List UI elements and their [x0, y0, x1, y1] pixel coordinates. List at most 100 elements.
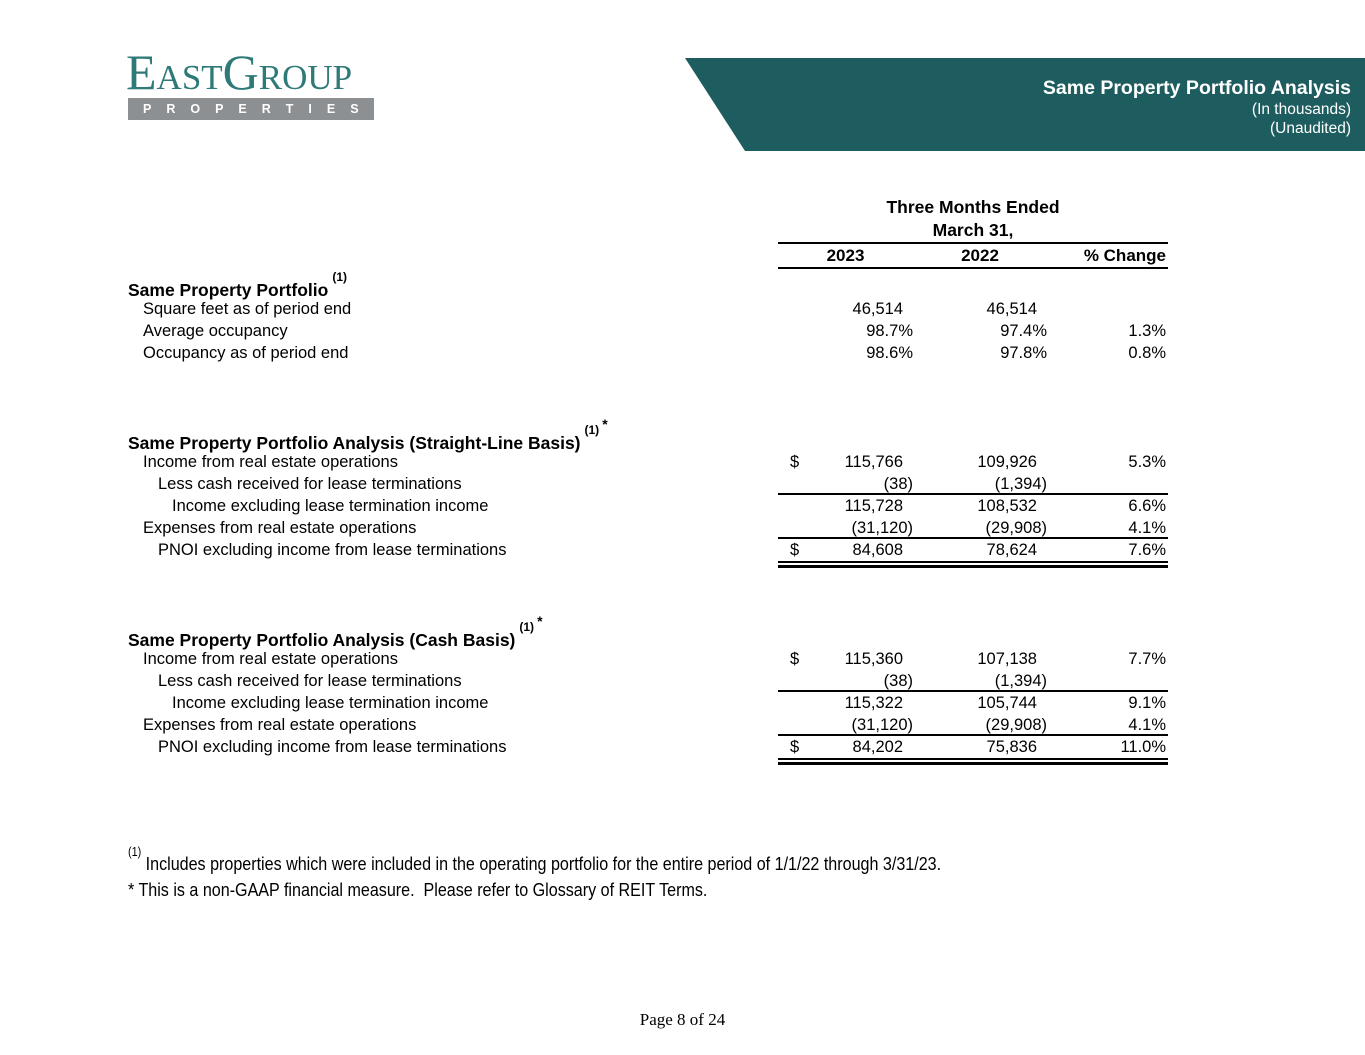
value-2022: 107,138: [977, 650, 1037, 668]
section-title-text: Same Property Portfolio Analysis (Cash B…: [128, 629, 516, 650]
eastgroup-logo-wordmark: EastGroup: [126, 44, 353, 100]
table-row: Square feet as of period end 46,514 46,514: [128, 298, 1168, 320]
value-2022: 46,514: [986, 300, 1037, 318]
value-2022: 108,532: [977, 497, 1037, 515]
row-values: (31,120) (29,908) 4.1%: [778, 714, 1168, 736]
section-title-text: Same Property Portfolio: [128, 279, 329, 300]
value-change: [1047, 473, 1168, 495]
value-2023: 115,766: [844, 453, 903, 471]
footnote-2-text: * This is a non-GAAP financial measure. …: [128, 879, 708, 901]
value-2023: 115,322: [844, 694, 903, 712]
row-values: 98.6% 97.8% 0.8%: [778, 342, 1168, 364]
table-section: Same Property Portfolio Analysis (Cash B…: [128, 613, 1168, 765]
value-change: 7.6%: [1128, 541, 1166, 559]
section-title-text: Same Property Portfolio Analysis (Straig…: [128, 432, 581, 453]
table-row: Average occupancy 98.7% 97.4% 1.3%: [128, 320, 1168, 342]
banner-subtitle-unaudited: (Unaudited): [1270, 120, 1351, 137]
column-header-change: % Change: [1083, 246, 1166, 265]
eastgroup-logo-properties-bar: PROPERTIES: [128, 98, 374, 120]
table-row: Less cash received for lease termination…: [128, 473, 1168, 495]
table-row: PNOI excluding income from lease termina…: [128, 736, 1168, 758]
value-change: 1.3%: [1128, 322, 1166, 340]
section-title: Same Property Portfolio Analysis (Cash B…: [128, 613, 1168, 650]
period-header-line1: Three Months Ended: [886, 197, 1060, 217]
section-title: Same Property Portfolio(1): [128, 270, 1168, 300]
table-rule: [778, 242, 1168, 244]
table-rule: [778, 537, 1168, 539]
row-label: Occupancy as of period end: [143, 344, 349, 362]
row-values: 46,514 46,514: [778, 298, 1168, 320]
page-number: Page 8 of 24: [639, 1010, 726, 1029]
table-row: Income from real estate operations $115,7…: [128, 451, 1168, 473]
section-title: Same Property Portfolio Analysis (Straig…: [128, 416, 1168, 453]
value-change: 6.6%: [1128, 497, 1166, 515]
value-2023: (31,120): [851, 716, 913, 734]
column-header-row: 2023 2022 % Change: [778, 244, 1168, 267]
row-values: $115,766 109,926 5.3%: [778, 451, 1168, 473]
row-label: Average occupancy: [143, 322, 288, 340]
value-2023: (38): [883, 475, 913, 493]
table-section: Same Property Portfolio Analysis (Straig…: [128, 416, 1168, 568]
row-values: (38) (1,394): [778, 473, 1168, 495]
value-2023: 115,360: [844, 650, 903, 668]
footnote-2: * This is a non-GAAP financial measure. …: [128, 877, 941, 903]
footnotes: (1)Includes properties which were includ…: [128, 845, 1063, 903]
dollar-sign: $: [790, 541, 800, 559]
table-rule: [778, 734, 1168, 736]
value-2023: 115,728: [844, 497, 903, 515]
footnote-1-text: Includes properties which were included …: [145, 853, 942, 875]
dollar-sign: $: [790, 738, 800, 756]
footnote-ref-1: (1): [584, 423, 600, 437]
value-change: 4.1%: [1128, 519, 1166, 537]
value-change: [1047, 298, 1168, 320]
row-label: Income excluding lease termination incom…: [172, 694, 489, 712]
table-row: Income excluding lease termination incom…: [128, 692, 1168, 714]
page-title-banner: Same Property Portfolio Analysis (In tho…: [685, 58, 1365, 151]
table-double-rule: [778, 758, 1168, 765]
value-2023: 84,202: [852, 738, 903, 756]
table-rule: [778, 493, 1168, 495]
table-section: Same Property Portfolio(1) Square feet as…: [128, 270, 1168, 364]
period-header-line2: March 31,: [932, 220, 1014, 240]
value-2022: 78,624: [986, 541, 1037, 559]
value-change: 7.7%: [1128, 650, 1166, 668]
row-label: Expenses from real estate operations: [143, 716, 417, 734]
table-row: Income excluding lease termination incom…: [128, 495, 1168, 517]
value-change: 5.3%: [1128, 453, 1166, 471]
row-label: Income from real estate operations: [143, 650, 398, 668]
page-title: Same Property Portfolio Analysis: [1042, 77, 1351, 99]
table-row: Expenses from real estate operations (31,…: [128, 714, 1168, 736]
dollar-sign: $: [790, 650, 800, 668]
value-2022: 97.4%: [1000, 322, 1047, 340]
row-label: Square feet as of period end: [143, 300, 352, 318]
value-2023: 46,514: [852, 300, 903, 318]
table-rule: [778, 690, 1168, 692]
row-label: Income excluding lease termination incom…: [172, 497, 489, 515]
row-values: (38) (1,394): [778, 670, 1168, 692]
value-change: 4.1%: [1128, 716, 1166, 734]
value-2022: 105,744: [977, 694, 1037, 712]
footnote-1-marker: (1): [128, 845, 142, 859]
value-2023: 98.6%: [866, 344, 913, 362]
table-row: Less cash received for lease termination…: [128, 670, 1168, 692]
value-2023: (31,120): [851, 519, 913, 537]
row-label: Income from real estate operations: [143, 453, 398, 471]
row-label: PNOI excluding income from lease termina…: [158, 541, 507, 559]
value-2022: (29,908): [985, 716, 1047, 734]
table-row: Expenses from real estate operations (31,…: [128, 517, 1168, 539]
row-label: Expenses from real estate operations: [143, 519, 417, 537]
dollar-sign: $: [790, 453, 800, 471]
table-header: Three Months Ended March 31, 2023 2022 %…: [778, 196, 1168, 269]
value-change: [1047, 670, 1168, 692]
value-2023: 84,608: [852, 541, 903, 559]
row-values: $84,202 75,836 11.0%: [778, 736, 1168, 758]
table-double-rule: [778, 561, 1168, 568]
value-2022: 97.8%: [1000, 344, 1047, 362]
table-row: Income from real estate operations $115,3…: [128, 648, 1168, 670]
column-header-2023: 2023: [826, 246, 865, 265]
value-change: 11.0%: [1120, 738, 1166, 756]
value-2022: 75,836: [986, 738, 1037, 756]
value-change: 9.1%: [1128, 694, 1166, 712]
row-values: 115,728 108,532 6.6%: [778, 495, 1168, 517]
